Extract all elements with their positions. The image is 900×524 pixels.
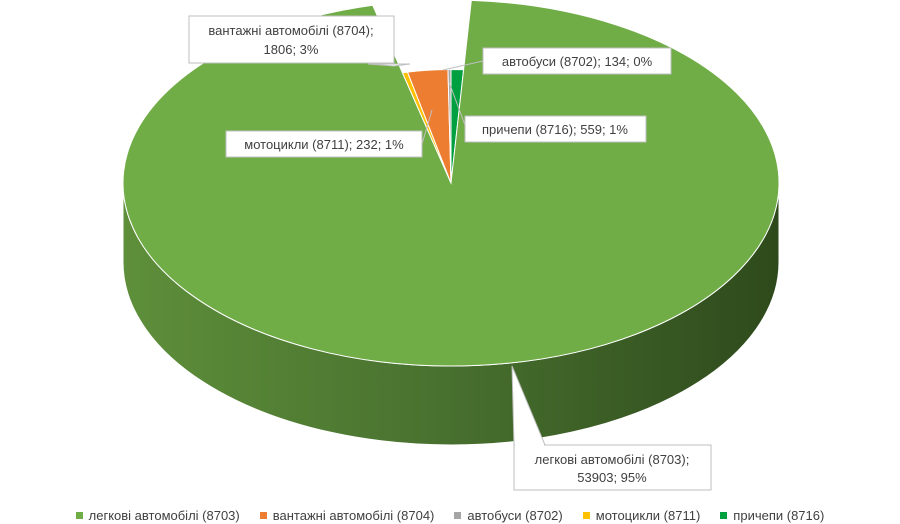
leader-lines <box>421 60 484 145</box>
leader-buses <box>442 60 484 71</box>
legend-swatch <box>259 511 267 519</box>
callout-trucks: вантажні автомобілі (8704); 1806; 3% <box>188 15 411 67</box>
legend-label: легкові автомобілі (8703) <box>88 507 240 523</box>
callout-motorcycles: мотоцикли (8711); 232; 1% <box>225 130 423 158</box>
callout-trucks-line1: вантажні автомобілі (8704); <box>208 23 373 38</box>
legend-item-trucks: вантажні автомобілі (8704) <box>259 507 435 523</box>
slice-buses <box>447 69 452 184</box>
legend-label: автобуси (8702) <box>467 507 563 523</box>
legend-item-light-cars: легкові автомобілі (8703) <box>75 507 240 523</box>
legend-label: вантажні автомобілі (8704) <box>272 507 435 523</box>
callout-light-cars-line1: легкові автомобілі (8703); <box>535 452 690 467</box>
legend-label: причепи (8716) <box>733 507 825 523</box>
slice-light-cars <box>122 0 780 367</box>
callout-buses-line1: автобуси (8702); 134; 0% <box>502 54 653 69</box>
callout-trucks-line2: 1806; 3% <box>264 42 319 57</box>
legend-swatch <box>582 511 590 519</box>
leader-motorcycles <box>421 109 433 145</box>
chart-legend: легкові автомобілі (8703) вантажні автомо… <box>0 506 900 524</box>
legend-item-motorcycles: мотоцикли (8711) <box>582 507 701 523</box>
legend-item-buses: автобуси (8702) <box>454 507 563 523</box>
callout-trailers-line1: причепи (8716); 559; 1% <box>482 122 628 137</box>
callout-trailers: причепи (8716); 559; 1% <box>464 115 647 143</box>
legend-label: мотоцикли (8711) <box>595 507 701 523</box>
callout-light-cars: легкові автомобілі (8703); 53903; 95% <box>511 365 712 491</box>
legend-item-trailers: причепи (8716) <box>720 508 824 523</box>
legend-swatch <box>720 511 728 519</box>
leader-trailers <box>448 81 466 126</box>
legend-swatch <box>454 511 462 519</box>
callout-buses: автобуси (8702); 134; 0% <box>482 47 672 75</box>
pie-slices <box>122 0 780 367</box>
callout-motorcycles-line1: мотоцикли (8711); 232; 1% <box>244 137 404 152</box>
callout-light-cars-line2: 53903; 95% <box>577 470 647 485</box>
legend-swatch <box>75 511 83 519</box>
